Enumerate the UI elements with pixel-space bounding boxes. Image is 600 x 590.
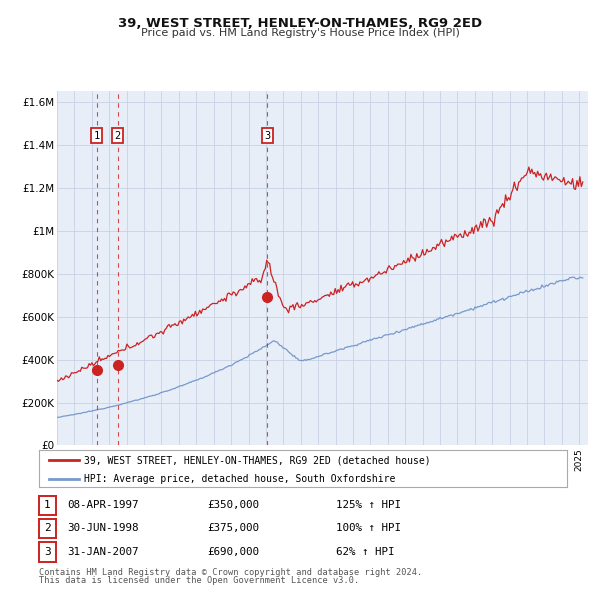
Text: 1: 1: [44, 500, 51, 510]
Text: 39, WEST STREET, HENLEY-ON-THAMES, RG9 2ED: 39, WEST STREET, HENLEY-ON-THAMES, RG9 2…: [118, 17, 482, 30]
Text: £350,000: £350,000: [207, 500, 259, 510]
Text: Price paid vs. HM Land Registry's House Price Index (HPI): Price paid vs. HM Land Registry's House …: [140, 28, 460, 38]
Text: 08-APR-1997: 08-APR-1997: [67, 500, 139, 510]
Text: 100% ↑ HPI: 100% ↑ HPI: [336, 523, 401, 533]
Text: £375,000: £375,000: [207, 523, 259, 533]
Text: 30-JUN-1998: 30-JUN-1998: [67, 523, 139, 533]
Text: Contains HM Land Registry data © Crown copyright and database right 2024.: Contains HM Land Registry data © Crown c…: [39, 568, 422, 577]
Text: 1: 1: [94, 131, 100, 140]
Text: 2: 2: [115, 131, 121, 140]
Text: 2: 2: [44, 523, 51, 533]
Text: 3: 3: [264, 131, 271, 140]
Text: 39, WEST STREET, HENLEY-ON-THAMES, RG9 2ED (detached house): 39, WEST STREET, HENLEY-ON-THAMES, RG9 2…: [84, 455, 431, 465]
Text: 31-JAN-2007: 31-JAN-2007: [67, 547, 139, 557]
Text: 125% ↑ HPI: 125% ↑ HPI: [336, 500, 401, 510]
Text: 62% ↑ HPI: 62% ↑ HPI: [336, 547, 395, 557]
Text: £690,000: £690,000: [207, 547, 259, 557]
Text: This data is licensed under the Open Government Licence v3.0.: This data is licensed under the Open Gov…: [39, 576, 359, 585]
Text: HPI: Average price, detached house, South Oxfordshire: HPI: Average price, detached house, Sout…: [84, 474, 395, 484]
Text: 3: 3: [44, 547, 51, 557]
